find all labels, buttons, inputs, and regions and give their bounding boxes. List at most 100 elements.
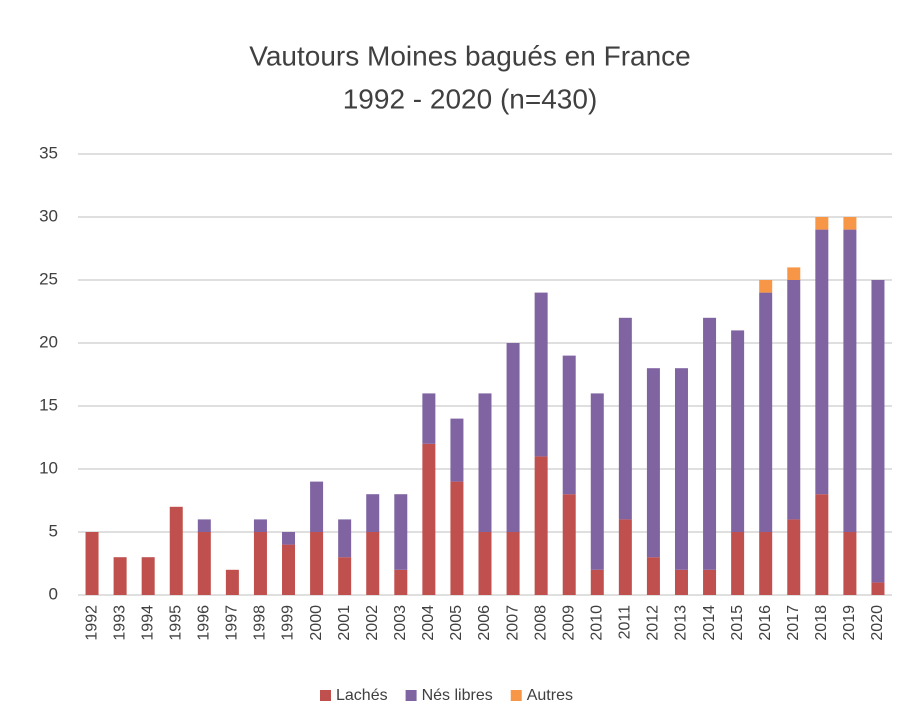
x-tick-label: 2008: [532, 605, 549, 641]
bar-segment: [815, 230, 828, 495]
x-tick-label: 2005: [448, 605, 465, 641]
bar-segment: [675, 368, 688, 570]
bar-segment: [787, 519, 800, 595]
x-tick-label: 2004: [420, 605, 437, 641]
bar-segment: [338, 557, 351, 595]
x-tick-label: 2016: [757, 605, 774, 641]
y-tick-label: 0: [49, 584, 58, 603]
bar-segment: [591, 393, 604, 569]
bar-segment: [479, 532, 492, 595]
bar-segment: [563, 494, 576, 595]
bar-segment: [815, 494, 828, 595]
x-tick-label: 2015: [729, 605, 746, 641]
bar-segment: [198, 532, 211, 595]
x-tick-label: 2017: [785, 605, 802, 641]
y-tick-label: 10: [39, 458, 58, 477]
x-tick-label: 2014: [701, 605, 718, 641]
bar-segment: [282, 545, 295, 595]
x-tick-label: 2011: [617, 605, 634, 640]
x-tick-label: 1993: [111, 605, 128, 641]
x-tick-label: 2019: [841, 605, 858, 641]
bar-segment: [479, 393, 492, 532]
bar-segment: [114, 557, 127, 595]
bar-segment: [450, 482, 463, 595]
bar-segment: [366, 494, 379, 532]
bar-segment: [619, 318, 632, 520]
bar-segment: [338, 519, 351, 557]
bar-segment: [310, 532, 323, 595]
bar-segment: [198, 519, 211, 532]
bar-segment: [731, 532, 744, 595]
bar-segment: [507, 532, 520, 595]
x-tick-label: 2007: [504, 605, 521, 641]
x-tick-label: 2013: [673, 605, 690, 641]
bar-segment: [675, 570, 688, 595]
bar-segment: [450, 419, 463, 482]
x-tick-label: 2009: [560, 605, 577, 641]
x-tick-label: 1999: [280, 605, 297, 641]
bar-segment: [394, 494, 407, 570]
legend-swatch: [320, 690, 331, 701]
bar-segment: [142, 557, 155, 595]
legend-swatch: [511, 690, 522, 701]
bar-segment: [731, 330, 744, 532]
y-tick-label: 20: [39, 332, 58, 351]
x-tick-label: 2010: [588, 605, 605, 641]
bar-segment: [226, 570, 239, 595]
bar-segment: [871, 582, 884, 595]
y-tick-label: 30: [39, 206, 58, 225]
bar-segment: [591, 570, 604, 595]
bar-segment: [310, 482, 323, 532]
chart-subtitle: 1992 - 2020 (n=430): [343, 83, 598, 114]
y-tick-label: 25: [39, 269, 58, 288]
bar-segment: [507, 343, 520, 532]
x-tick-label: 2012: [645, 605, 662, 641]
bar-segment: [86, 532, 99, 595]
bar-segment: [619, 519, 632, 595]
bar-segment: [394, 570, 407, 595]
bar-segment: [843, 532, 856, 595]
bar-segment: [703, 318, 716, 570]
legend-label: Lachés: [336, 687, 388, 704]
bar-segment: [871, 280, 884, 582]
x-tick-label: 2018: [813, 605, 830, 641]
x-tick-label: 2020: [869, 605, 886, 641]
x-tick-label: 2006: [476, 605, 493, 641]
chart-title: Vautours Moines bagués en France: [249, 40, 691, 71]
bar-segment: [787, 267, 800, 280]
x-tick-label: 1995: [167, 605, 184, 641]
bar-segment: [759, 280, 772, 293]
bar-segment: [535, 456, 548, 595]
x-tick-label: 2001: [336, 605, 353, 641]
legend-label: Autres: [527, 687, 573, 704]
bar-segment: [647, 557, 660, 595]
bar-segment: [647, 368, 660, 557]
bar-segment: [366, 532, 379, 595]
x-tick-label: 1996: [196, 605, 213, 641]
bar-segment: [843, 217, 856, 230]
bar-segment: [563, 356, 576, 495]
bar-segment: [759, 293, 772, 532]
x-tick-label: 1994: [139, 605, 156, 641]
bar-segment: [759, 532, 772, 595]
bar-segment: [843, 230, 856, 532]
y-tick-label: 5: [49, 521, 58, 540]
bar-segment: [535, 293, 548, 457]
x-tick-label: 1992: [83, 605, 100, 641]
x-tick-label: 1997: [224, 605, 241, 641]
bar-segment: [282, 532, 295, 545]
bar-segment: [254, 519, 267, 532]
y-tick-label: 15: [39, 395, 58, 414]
bar-segment: [170, 507, 183, 595]
legend-swatch: [406, 690, 417, 701]
legend-label: Nés libres: [422, 687, 493, 704]
chart: Vautours Moines bagués en France 1992 - …: [0, 0, 902, 710]
x-tick-label: 2000: [308, 605, 325, 641]
bar-segment: [815, 217, 828, 230]
y-tick-label: 35: [39, 143, 58, 162]
bar-segment: [254, 532, 267, 595]
bar-segment: [422, 444, 435, 595]
x-tick-label: 2003: [392, 605, 409, 641]
x-tick-label: 1998: [252, 605, 269, 641]
bar-segment: [703, 570, 716, 595]
